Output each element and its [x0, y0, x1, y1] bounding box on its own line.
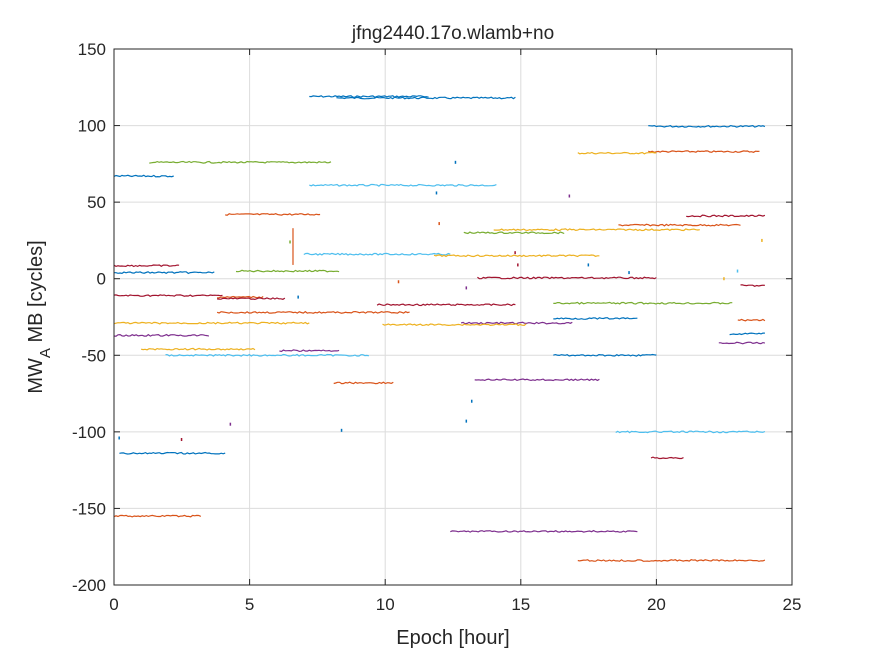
series-segment — [686, 214, 766, 218]
y-axis-label: MWA MB [cycles] — [25, 240, 54, 393]
y-axis-label-main: MW — [25, 358, 47, 394]
series-segment — [336, 96, 516, 100]
series-segment — [309, 183, 497, 187]
y-tick-label: 150 — [78, 40, 106, 59]
data-point — [435, 191, 438, 195]
chart-title: jfng2440.17o.wlamb+no — [351, 23, 554, 44]
x-tick-label: 25 — [783, 595, 802, 614]
x-tick-label: 5 — [245, 595, 254, 614]
data-point — [454, 160, 457, 164]
series-segment — [577, 151, 657, 155]
series-segment — [474, 378, 600, 382]
series-segment — [113, 333, 210, 337]
series-segment — [119, 451, 226, 455]
data-point — [761, 238, 763, 242]
series-segment — [718, 341, 766, 345]
series-segment — [216, 310, 410, 314]
data-point — [587, 263, 590, 267]
data-point — [397, 280, 400, 284]
y-axis-label-rest: MB [cycles] — [25, 240, 47, 348]
series-segment — [553, 317, 638, 320]
plot-frame — [113, 48, 793, 586]
data-point — [465, 286, 468, 290]
y-axis-label-subscript: A — [37, 348, 54, 358]
data-point — [514, 251, 516, 255]
series-segment — [650, 456, 684, 460]
y-tick-label: -200 — [72, 576, 106, 595]
y-tick-label: -50 — [81, 346, 106, 365]
series-segment — [493, 228, 700, 232]
data-point — [465, 419, 468, 423]
series-segment — [737, 318, 766, 322]
series-segment — [648, 150, 760, 153]
y-tick-label: -150 — [72, 499, 106, 518]
series-segment — [382, 323, 527, 327]
series-segment — [113, 264, 180, 268]
series-segment — [577, 559, 766, 562]
series-segment — [477, 276, 657, 280]
data-point — [628, 271, 630, 275]
series-segment — [217, 297, 286, 301]
y-tick-label: 50 — [87, 193, 106, 212]
series-segment — [740, 284, 765, 287]
series-group — [113, 95, 766, 562]
data-point — [517, 263, 519, 267]
series-segment — [279, 349, 340, 353]
x-tick-label: 10 — [376, 595, 395, 614]
series-segment — [618, 223, 741, 227]
series-segment — [113, 321, 310, 325]
data-point — [289, 240, 291, 244]
series-segment — [463, 231, 565, 235]
data-point — [229, 422, 232, 426]
data-point — [723, 277, 725, 281]
series-segment — [149, 160, 332, 164]
y-tick-labels: -200 -150 -100 -50 0 50 100 150 — [72, 40, 106, 595]
series-segment — [113, 514, 202, 518]
y-tick-label: -100 — [72, 423, 106, 442]
series-segment — [553, 301, 733, 305]
series-segment — [333, 381, 394, 385]
series-segment — [729, 332, 765, 336]
series-segment — [113, 294, 223, 297]
series-segment — [225, 213, 321, 216]
x-axis-label: Epoch [hour] — [396, 627, 509, 649]
series-segment — [450, 529, 638, 533]
series-segment — [165, 353, 370, 357]
data-point — [470, 399, 473, 403]
series-segment — [433, 254, 600, 258]
series-segment — [309, 95, 429, 98]
series-segment — [140, 347, 256, 351]
y-tick-label: 100 — [78, 117, 106, 136]
data-point — [438, 222, 440, 226]
series-segment — [114, 271, 215, 275]
data-point — [297, 295, 299, 299]
y-tick-label: 0 — [97, 270, 106, 289]
series-segment — [217, 295, 264, 299]
plot-area — [114, 49, 792, 585]
series-segment — [376, 303, 516, 307]
x-tick-labels: 0 5 10 15 20 25 — [109, 595, 801, 614]
data-point — [736, 269, 739, 273]
x-tick-label: 15 — [511, 595, 530, 614]
series-segment — [113, 174, 174, 178]
data-point — [180, 438, 183, 442]
tick-marks — [113, 48, 793, 586]
series-segment — [648, 124, 766, 128]
data-point — [118, 436, 120, 440]
data-point — [340, 428, 343, 432]
x-tick-label: 20 — [647, 595, 666, 614]
series-segment — [235, 269, 340, 273]
series-segment — [615, 430, 766, 434]
series-segment — [303, 252, 451, 256]
x-tick-label: 0 — [109, 595, 118, 614]
series-segment — [553, 353, 657, 357]
data-point — [568, 194, 571, 198]
